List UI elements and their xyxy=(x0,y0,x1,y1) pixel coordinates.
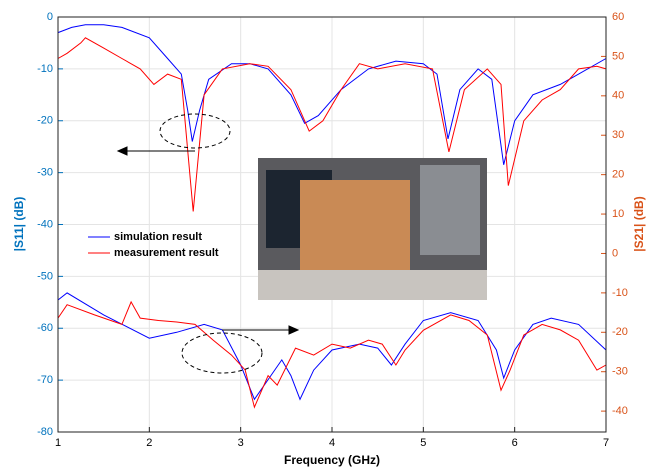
x-axis-label: Frequency (GHz) xyxy=(284,453,380,467)
y2-tick-label: 0 xyxy=(612,247,618,259)
legend-label: simulation result xyxy=(114,231,202,243)
y2-tick-label: -10 xyxy=(612,287,628,299)
y-axis-label: |S11| (dB) xyxy=(12,197,26,252)
y2-tick-label: 60 xyxy=(612,11,624,23)
y-tick-label: -30 xyxy=(37,167,53,179)
y2-tick-label: -30 xyxy=(612,366,628,378)
y2-tick-label: 30 xyxy=(612,129,624,141)
y-tick-label: 0 xyxy=(47,11,53,23)
x-tick-label: 6 xyxy=(512,437,518,449)
y-tick-label: -70 xyxy=(37,374,53,386)
x-tick-label: 7 xyxy=(603,437,609,449)
legend-label: measurement result xyxy=(114,247,219,259)
y-tick-label: -60 xyxy=(37,322,53,334)
x-tick-label: 3 xyxy=(238,437,244,449)
x-tick-label: 4 xyxy=(329,437,335,449)
y-tick-label: -50 xyxy=(37,270,53,282)
y2-tick-label: 40 xyxy=(612,90,624,102)
chart: Frequency (GHz) |S11| (dB) |S21| (dB) 1 2… xyxy=(0,0,654,470)
y2-tick-label: -20 xyxy=(612,326,628,338)
y2-tick-label: 10 xyxy=(612,208,624,220)
inset-photo xyxy=(258,158,487,300)
y2-tick-label: -40 xyxy=(612,405,628,417)
y-tick-label: -80 xyxy=(37,426,53,438)
y-tick-label: -40 xyxy=(37,218,53,230)
y2-axis-label: |S21| (dB) xyxy=(632,196,646,251)
y-tick-label: -10 xyxy=(37,63,53,75)
y2-tick-label: 50 xyxy=(612,50,624,62)
x-tick-label: 1 xyxy=(55,437,61,449)
y-tick-label: -20 xyxy=(37,115,53,127)
y2-tick-label: 20 xyxy=(612,169,624,181)
x-tick-label: 2 xyxy=(146,437,152,449)
x-tick-label: 5 xyxy=(420,437,426,449)
